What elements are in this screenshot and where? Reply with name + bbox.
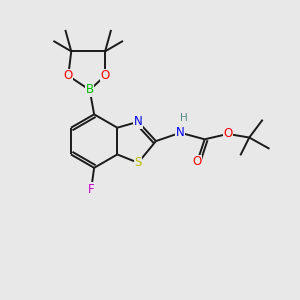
Text: N: N [176,126,185,139]
Text: B: B [85,83,94,97]
Text: N: N [134,115,142,128]
Text: O: O [223,128,232,140]
Text: S: S [134,156,142,169]
Text: F: F [88,183,94,196]
Text: O: O [193,155,202,168]
Text: O: O [64,69,73,82]
Text: O: O [100,69,110,82]
Text: H: H [180,113,188,124]
